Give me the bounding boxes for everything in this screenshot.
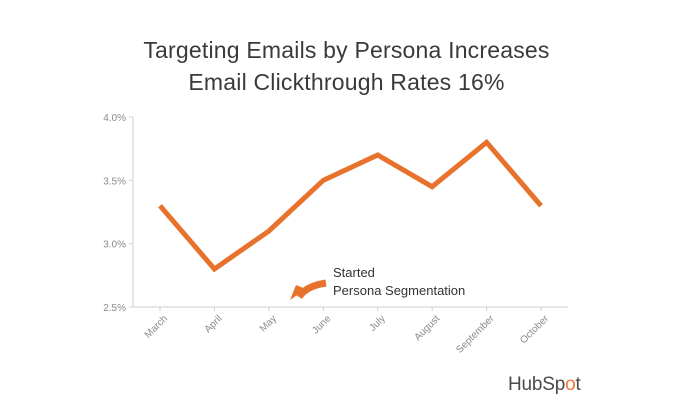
y-tick-label: 4.0% (103, 113, 126, 124)
chart-title: Targeting Emails by Persona Increases Em… (0, 34, 693, 98)
annotation-arrow (296, 279, 327, 300)
x-tick-label: May (258, 313, 279, 334)
x-tick-label: August (412, 313, 442, 343)
annotation-line-2: Persona Segmentation (333, 283, 465, 298)
x-tick-label: April (203, 313, 225, 335)
series-line (158, 138, 543, 273)
annotation-line-1: Started (333, 265, 375, 280)
chart-title-line-1: Targeting Emails by Persona Increases (143, 37, 550, 63)
logo-text-suffix: t (575, 374, 581, 395)
x-tick-label: September (454, 313, 497, 356)
hubspot-logo: HubSpot (508, 374, 581, 396)
y-tick-label: 3.0% (103, 240, 126, 251)
x-tick-label: June (310, 313, 333, 336)
y-tick-label: 3.5% (103, 176, 126, 187)
logo-sprocket-o: o (565, 374, 576, 395)
x-tick-label: March (143, 313, 170, 340)
x-tick-label: October (518, 313, 551, 346)
x-tick-label: July (367, 313, 387, 333)
logo-text-prefix: HubSp (508, 374, 566, 395)
chart-title-line-2: Email Clickthrough Rates 16% (188, 69, 505, 95)
y-tick-label: 2.5% (103, 303, 126, 314)
annotation-arrowhead (290, 285, 306, 300)
